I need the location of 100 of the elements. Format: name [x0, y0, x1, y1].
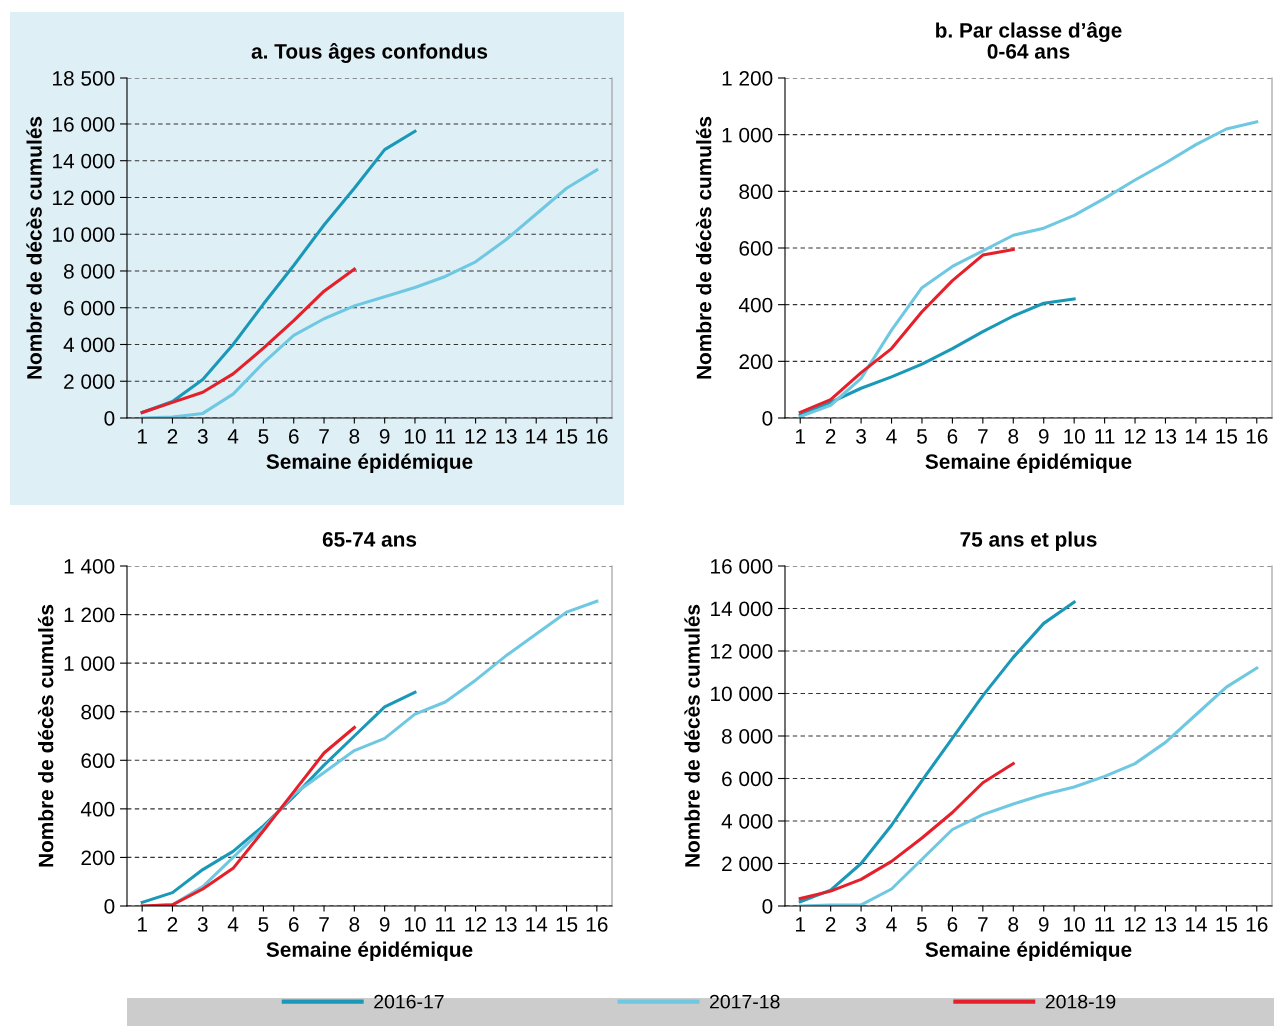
chart-title: b. Par classe d’âge 0-64 ans	[936, 21, 1122, 59]
x-tick-label: 11	[436, 429, 456, 444]
x-tick-label: 3	[856, 428, 866, 444]
y-tick-label: 4 000	[63, 337, 115, 353]
x-tick-label: 12	[1125, 428, 1146, 444]
y-tick-label: 1 000	[722, 127, 773, 143]
x-tick-label: 14	[1185, 917, 1207, 932]
x-tick-label: 5	[258, 429, 269, 444]
line-series	[798, 247, 1015, 414]
y-tick-label: 600	[81, 753, 115, 769]
line-series	[140, 725, 356, 906]
x-axis-title: Semaine épidémique	[925, 453, 1132, 473]
y-tick-label: 200	[81, 850, 115, 866]
x-tick-label: 10	[404, 916, 426, 932]
x-tick-label: 7	[978, 917, 988, 932]
y-tick-label: 16 000	[711, 559, 773, 574]
x-tick-label: 10	[1064, 916, 1085, 932]
x-tick-label: 3	[197, 428, 208, 444]
y-tick-label: 10 000	[711, 686, 773, 702]
x-tick-label: 11	[1095, 429, 1115, 444]
x-tick-label: 15	[556, 917, 578, 932]
y-tick-label: 0	[762, 899, 773, 914]
x-tick-label: 5	[917, 429, 927, 444]
y-tick-label: 4 000	[721, 814, 773, 829]
x-tick-label: 4	[227, 429, 239, 444]
x-tick-label: 15	[1216, 917, 1238, 932]
y-tick-label: 1 000	[64, 656, 115, 671]
x-tick-label: 8	[349, 916, 360, 932]
x-tick-label: 5	[258, 917, 269, 932]
y-tick-label: 12 000	[53, 190, 115, 206]
x-tick-label: 16	[1246, 428, 1268, 444]
line-series	[798, 762, 1015, 901]
x-tick-label: 14	[1185, 429, 1207, 444]
x-axis-title: Semaine épidémique	[925, 941, 1132, 961]
y-tick-label: 18 500	[53, 71, 115, 86]
y-tick-label: 14 000	[711, 601, 773, 617]
chart-title: 65-74 ans	[322, 532, 417, 547]
x-axis-title: Semaine épidémique	[266, 941, 473, 961]
chart-title: a. Tous âges confondus	[251, 43, 488, 63]
x-tick-label: 11	[436, 917, 456, 932]
line-series	[140, 168, 599, 418]
y-tick-label: 16 000	[53, 116, 115, 132]
x-tick-label: 13	[495, 916, 517, 932]
y-tick-label: 1 400	[64, 559, 115, 574]
x-tick-label: 13	[1155, 916, 1177, 932]
chart-title: 75 ans et plus	[960, 531, 1097, 551]
y-tick-label: 400	[80, 801, 115, 817]
y-tick-label: 14 000	[53, 153, 115, 169]
y-tick-label: 2 000	[64, 374, 115, 389]
x-tick-label: 5	[917, 917, 927, 932]
x-tick-label: 4	[886, 917, 897, 932]
x-tick-label: 12	[465, 428, 487, 444]
y-axis-title: Nombre de décès cumulés	[37, 604, 54, 867]
y-axis-title: Nombre de décès cumulés	[695, 116, 712, 379]
x-tick-label: 16	[586, 428, 608, 444]
x-tick-label: 12	[1125, 916, 1146, 932]
x-tick-label: 6	[288, 428, 299, 444]
line-series	[798, 666, 1259, 906]
y-tick-label: 0	[104, 411, 115, 426]
y-tick-label: 400	[738, 297, 773, 313]
x-tick-label: 14	[526, 429, 548, 444]
x-tick-label: 10	[404, 428, 426, 444]
x-tick-label: 4	[227, 917, 239, 932]
y-tick-label: 8 000	[721, 729, 773, 744]
x-tick-label: 10	[1064, 428, 1085, 444]
x-tick-label: 6	[947, 916, 958, 932]
x-tick-label: 16	[586, 916, 608, 932]
line-series	[798, 297, 1076, 417]
legend-label: 2018-19	[1045, 994, 1116, 1009]
y-tick-label: 200	[739, 354, 773, 370]
x-tick-label: 9	[379, 916, 390, 932]
x-tick-label: 14	[526, 917, 548, 932]
y-tick-label: 8 000	[63, 263, 115, 279]
x-tick-label: 8	[349, 428, 360, 444]
x-tick-label: 1	[796, 429, 805, 444]
y-tick-label: 0	[104, 899, 115, 914]
x-tick-label: 2	[825, 916, 836, 932]
x-tick-label: 8	[1008, 916, 1019, 932]
x-tick-label: 2	[825, 428, 836, 444]
x-tick-label: 8	[1008, 428, 1019, 444]
x-tick-label: 1	[137, 429, 147, 444]
x-tick-label: 7	[978, 429, 988, 444]
line-series	[140, 267, 356, 415]
y-axis-title: Nombre de décès cumulés	[684, 604, 700, 867]
y-tick-label: 6 000	[64, 300, 115, 316]
y-tick-label: 800	[739, 184, 773, 200]
x-tick-label: 9	[379, 428, 390, 444]
x-tick-label: 9	[1038, 916, 1049, 932]
x-tick-label: 4	[886, 429, 897, 444]
line-series	[798, 600, 1076, 904]
x-axis-title: Semaine épidémique	[266, 453, 473, 473]
x-tick-label: 13	[1155, 428, 1177, 444]
x-tick-label: 2	[167, 428, 178, 444]
x-tick-label: 12	[465, 916, 487, 932]
x-tick-label: 3	[197, 916, 208, 932]
y-axis-title: Nombre de décès cumulés	[26, 116, 42, 379]
x-tick-label: 16	[1246, 916, 1268, 932]
x-tick-label: 3	[856, 916, 866, 932]
x-tick-label: 7	[319, 917, 329, 932]
y-tick-label: 12 000	[711, 644, 773, 659]
